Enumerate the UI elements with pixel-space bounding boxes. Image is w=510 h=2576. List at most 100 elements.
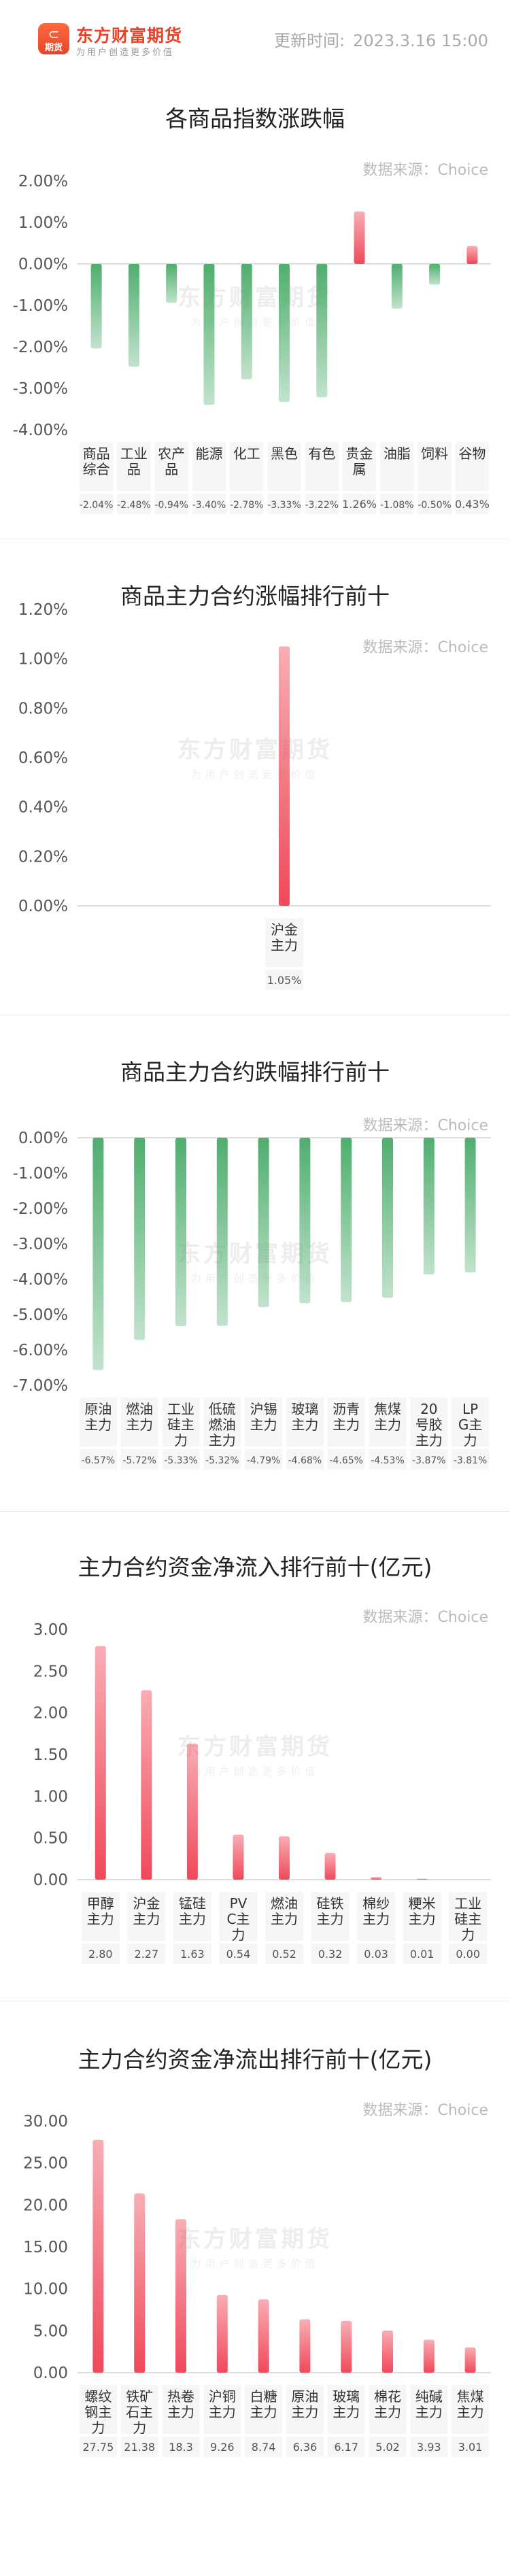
data-source-label: 数据来源：Choice [362, 1609, 488, 1626]
y-tick-label: -6.00% [13, 1342, 68, 1359]
value-label: -3.33% [267, 500, 301, 511]
category-label: 螺纹钢主力 [84, 2388, 112, 2436]
category-label-box [327, 1397, 365, 1446]
y-tick-label: 1.20% [18, 601, 68, 619]
value-label: 3.01 [458, 2441, 483, 2454]
bar-4 [203, 264, 215, 405]
value-label: -3.81% [454, 1455, 488, 1466]
logo-glyph: ⊂ [48, 26, 60, 42]
bar-2 [141, 1690, 152, 1880]
y-tick-label: 0.40% [18, 799, 68, 817]
value-label: -6.57% [82, 1455, 116, 1466]
bar-6 [299, 1138, 311, 1304]
value-label: -5.72% [122, 1455, 156, 1466]
category-label: 甲醇主力 [87, 1895, 114, 1927]
logo-subtext: 期货 [44, 43, 63, 53]
value-label: -3.40% [192, 500, 226, 511]
value-label-box [265, 970, 303, 990]
category-label-box [265, 1892, 303, 1941]
y-tick-label: 10.00 [23, 2281, 68, 2299]
category-label-box [265, 918, 303, 967]
category-label-box [120, 1397, 158, 1446]
y-tick-label: 2.50 [33, 1663, 68, 1680]
bar-1 [92, 2139, 104, 2373]
value-label-box [81, 1944, 120, 1964]
value-label: 0.00 [456, 1948, 480, 1961]
category-label: 玻璃主力 [333, 2388, 360, 2420]
category-label: 工业硅主力 [167, 1401, 194, 1448]
watermark-subtext: 为用户创造更多价值 [190, 768, 319, 781]
value-label-box [455, 494, 489, 514]
value-label: -2.04% [80, 500, 114, 511]
value-label: 0.52 [272, 1948, 296, 1961]
category-label-box [80, 442, 114, 491]
category-label-box [127, 1892, 166, 1941]
bar-8 [382, 2331, 393, 2373]
value-label-box [162, 2437, 200, 2457]
value-label-box [80, 494, 114, 514]
chart-title: 商品主力合约跌幅排行前十 [120, 1059, 390, 1085]
value-label-box [286, 1449, 324, 1470]
y-tick-label: 1.50 [33, 1746, 68, 1764]
value-label: 18.3 [169, 2441, 193, 2454]
value-label-box [120, 2437, 158, 2457]
bar-9 [423, 2339, 435, 2373]
y-tick-label: 2.00% [18, 173, 68, 190]
value-label-box [342, 494, 377, 514]
bar-2 [128, 264, 139, 367]
app-header: ⊂ 期货 东方财富期货 为用户创造更多价值 更新时间: 2023.3.16 15:… [0, 0, 510, 76]
y-tick-label: -4.00% [13, 1271, 68, 1289]
category-label: 棉花主力 [374, 2388, 401, 2420]
category-label-box [80, 2385, 117, 2434]
chart-section-4: 主力合约资金净流入排行前十(亿元) 数据来源：Choice 东方财富期货 为用户创造更… [0, 1511, 510, 2001]
bar-7 [341, 1138, 352, 1302]
value-label-box [286, 2437, 324, 2457]
value-label: -0.94% [154, 500, 188, 511]
bar-6 [324, 1852, 336, 1880]
bar-1 [279, 646, 290, 906]
category-label-box [452, 2385, 489, 2434]
chart-section-5: 主力合约资金净流出排行前十(亿元) 数据来源：Choice 东方财富期货 为用户创造更… [0, 2001, 510, 2576]
y-tick-label: 5.00 [33, 2322, 68, 2340]
bar-chart: 东方财富期货为用户创造更多价值0.00%-1.00%-2.00%-3.00%-4… [13, 1130, 491, 1470]
category-label: 饲料 [421, 445, 448, 462]
data-source-label: 数据来源：Choice [362, 162, 488, 179]
category-label: 农产品 [158, 445, 185, 477]
value-label: -1.08% [380, 500, 414, 511]
value-label: 1.26% [342, 498, 377, 511]
bar-5 [241, 264, 252, 379]
value-label-box [380, 494, 414, 514]
bar-6 [299, 2319, 311, 2373]
bar-3 [175, 1138, 186, 1327]
bar-3 [186, 1744, 198, 1880]
category-label: 棉纱主力 [362, 1895, 390, 1927]
category-label: 商品综合 [83, 445, 110, 477]
value-label-box [452, 1449, 489, 1470]
value-label: 0.43% [455, 498, 490, 511]
bar-2 [134, 1138, 146, 1340]
brand-name: 东方财富期货 [76, 26, 183, 46]
category-label-box [230, 442, 264, 491]
category-label-box [410, 2385, 448, 2434]
category-label-box [203, 2385, 241, 2434]
bar-5 [279, 1836, 290, 1880]
category-label: 沪金主力 [271, 921, 298, 953]
value-label-box [369, 1449, 407, 1470]
bar-chart: 东方财富期货为用户创造更多价值2.00%1.00%0.00%-1.00%-2.0… [13, 173, 491, 514]
y-tick-label: 20.00 [23, 2197, 68, 2214]
category-label-box [203, 1397, 241, 1446]
value-label-box [327, 2437, 365, 2457]
y-tick-label: -4.00% [13, 422, 68, 439]
bar-2 [134, 2193, 146, 2373]
value-label-box [192, 494, 226, 514]
y-tick-label: 2.00 [33, 1705, 68, 1723]
y-tick-label: 0.00 [33, 2365, 68, 2382]
category-label-box [305, 442, 339, 491]
value-label: -0.50% [418, 500, 452, 511]
value-label: 21.38 [124, 2441, 155, 2454]
update-time-label: 更新时间: [273, 31, 345, 50]
category-label: 原油主力 [291, 2388, 318, 2420]
category-label: 油脂 [384, 445, 411, 462]
value-label-box [173, 1944, 211, 1964]
value-label-box [219, 1944, 258, 1964]
